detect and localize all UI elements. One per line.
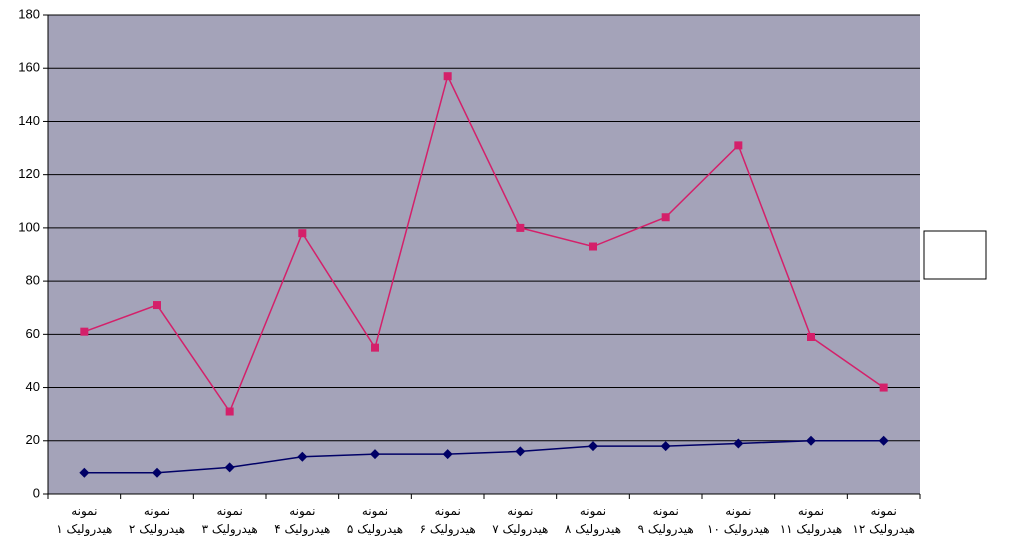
x-tick-label: نمونه هیدرولیک ۳ bbox=[201, 504, 258, 536]
x-tick-label-box: نمونه هیدرولیک ۶ bbox=[419, 504, 476, 536]
y-tick-label: 0 bbox=[33, 485, 40, 500]
data-point bbox=[298, 229, 307, 238]
data-point bbox=[80, 327, 89, 336]
data-point bbox=[225, 407, 234, 416]
series-line bbox=[84, 74, 885, 414]
x-tick-label: نمونه هیدرولیک ۱ bbox=[56, 504, 113, 536]
y-tick-label: 40 bbox=[26, 379, 40, 394]
data-point bbox=[660, 441, 671, 452]
x-tick-label: نمونه هیدرولیک ۷ bbox=[492, 504, 549, 536]
data-point bbox=[152, 467, 162, 478]
y-tick-label: 80 bbox=[26, 273, 40, 288]
x-tick-label: نمونه هیدرولیک ۲ bbox=[128, 504, 186, 536]
data-point bbox=[442, 449, 453, 460]
x-tick-label: نمونه هیدرولیک ۹ bbox=[637, 504, 694, 536]
x-tick-label-box: نمونه هیدرولیک ۱۲ bbox=[852, 504, 915, 536]
data-point bbox=[516, 223, 525, 232]
data-point bbox=[443, 72, 452, 81]
x-tick-label-box: نمونه هیدرولیک ۱۱ bbox=[779, 504, 843, 536]
y-tick-label: 20 bbox=[26, 432, 40, 447]
data-point bbox=[153, 301, 161, 310]
data-point bbox=[806, 435, 816, 446]
x-tick-label-box: نمونه هیدرولیک ۸ bbox=[564, 504, 622, 536]
data-point bbox=[879, 383, 888, 392]
data-point bbox=[370, 449, 380, 460]
x-tick-label-box: نمونه هیدرولیک ۱۰ bbox=[707, 504, 770, 536]
x-tick-label-box: نمونه هیدرولیک ۹ bbox=[637, 504, 694, 536]
legend-box bbox=[923, 230, 987, 280]
y-tick-label: 160 bbox=[18, 60, 40, 75]
plot-area bbox=[48, 15, 920, 494]
y-tick-label: 100 bbox=[18, 219, 40, 234]
x-tick-label-box: نمونه هیدرولیک ۳ bbox=[201, 504, 258, 536]
data-point bbox=[733, 438, 744, 449]
data-point bbox=[661, 213, 670, 222]
x-tick-label: نمونه هیدرولیک ۴ bbox=[274, 504, 331, 536]
y-tick-label: 120 bbox=[18, 166, 40, 181]
x-tick-label-box: نمونه هیدرولیک ۱ bbox=[56, 504, 113, 536]
x-tick-label: نمونه هیدرولیک ۱۲ bbox=[852, 504, 915, 536]
data-point bbox=[224, 462, 235, 473]
x-tick-label: نمونه هیدرولیک ۶ bbox=[419, 504, 476, 536]
y-tick-label: 140 bbox=[18, 113, 40, 128]
data-point bbox=[515, 446, 526, 457]
x-tick-label-box: نمونه هیدرولیک ۲ bbox=[128, 504, 186, 536]
data-point bbox=[79, 467, 90, 478]
x-tick-label: نمونه هیدرولیک ۱۰ bbox=[707, 504, 770, 536]
data-point bbox=[589, 242, 597, 251]
data-point bbox=[734, 141, 743, 150]
data-point bbox=[371, 343, 379, 352]
x-tick-label: نمونه هیدرولیک ۱۱ bbox=[779, 504, 843, 536]
x-tick-label: نمونه هیدرولیک ۵ bbox=[346, 504, 404, 536]
x-tick-label-box: نمونه هیدرولیک ۴ bbox=[274, 504, 331, 536]
x-tick-label: نمونه هیدرولیک ۸ bbox=[564, 504, 622, 536]
data-point bbox=[297, 451, 308, 462]
data-point bbox=[878, 435, 889, 446]
y-tick-label: 60 bbox=[26, 326, 40, 341]
x-tick-label-box: نمونه هیدرولیک ۷ bbox=[492, 504, 549, 536]
x-tick-label-box: نمونه هیدرولیک ۵ bbox=[346, 504, 404, 536]
data-point bbox=[807, 332, 815, 341]
series-line bbox=[84, 440, 884, 474]
y-tick-label: 180 bbox=[18, 6, 40, 21]
data-point bbox=[588, 441, 598, 452]
